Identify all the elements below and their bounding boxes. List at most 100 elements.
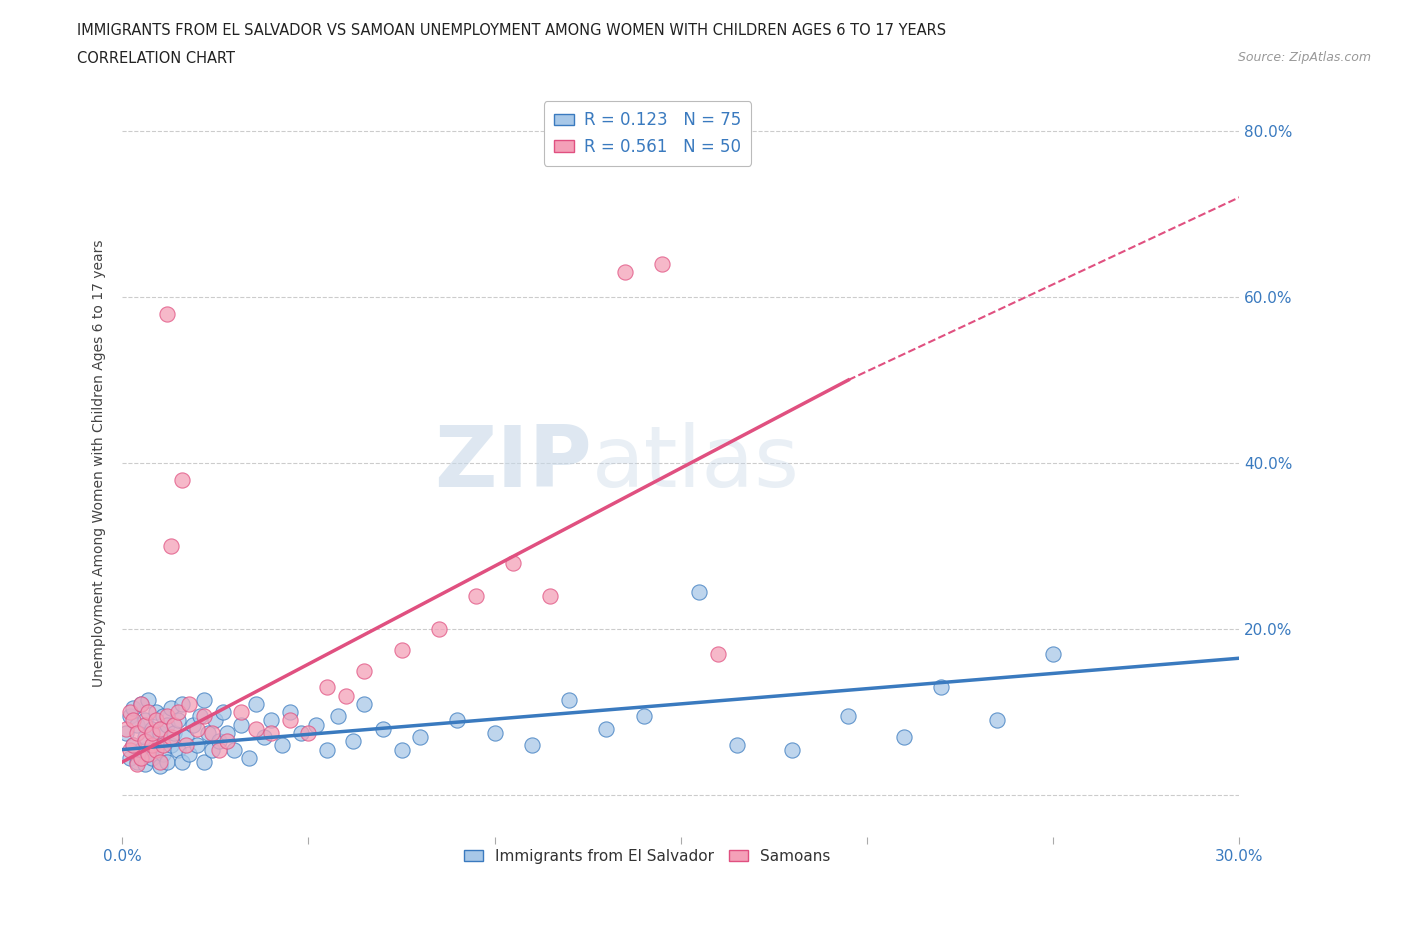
Point	[118, 742, 141, 757]
Point	[174, 730, 197, 745]
Point	[278, 713, 301, 728]
Point	[152, 746, 174, 761]
Legend: Immigrants from El Salvador, Samoans: Immigrants from El Salvador, Samoans	[458, 843, 837, 870]
Point	[129, 751, 152, 765]
Point	[152, 738, 174, 753]
Point	[633, 709, 655, 724]
Point	[707, 646, 730, 661]
Point	[186, 722, 208, 737]
Point	[156, 306, 179, 321]
Point	[316, 680, 339, 695]
Point	[215, 734, 238, 749]
Point	[118, 705, 141, 720]
Text: IMMIGRANTS FROM EL SALVADOR VS SAMOAN UNEMPLOYMENT AMONG WOMEN WITH CHILDREN AGE: IMMIGRANTS FROM EL SALVADOR VS SAMOAN UN…	[77, 23, 946, 38]
Text: ZIP: ZIP	[433, 421, 592, 505]
Point	[651, 257, 673, 272]
Point	[138, 692, 160, 707]
Point	[484, 725, 506, 740]
Point	[335, 688, 357, 703]
Point	[127, 756, 149, 771]
Point	[197, 725, 219, 740]
Point	[245, 722, 267, 737]
Point	[156, 709, 179, 724]
Text: CORRELATION CHART: CORRELATION CHART	[77, 51, 235, 66]
Point	[163, 717, 186, 732]
Point	[201, 725, 224, 740]
Point	[122, 700, 145, 715]
Point	[1042, 646, 1064, 661]
Point	[353, 663, 375, 678]
Point	[215, 725, 238, 740]
Point	[145, 713, 167, 728]
Point	[138, 746, 160, 761]
Point	[391, 643, 413, 658]
Point	[558, 692, 581, 707]
Point	[181, 717, 204, 732]
Point	[297, 725, 319, 740]
Point	[837, 709, 859, 724]
Point	[129, 742, 152, 757]
Point	[127, 725, 149, 740]
Point	[342, 734, 364, 749]
Point	[290, 725, 312, 740]
Point	[159, 738, 181, 753]
Point	[595, 722, 617, 737]
Point	[148, 754, 170, 769]
Point	[167, 742, 190, 757]
Point	[190, 709, 212, 724]
Text: Source: ZipAtlas.com: Source: ZipAtlas.com	[1237, 51, 1371, 64]
Point	[141, 722, 163, 737]
Point	[127, 754, 149, 769]
Point	[520, 738, 543, 753]
Point	[138, 705, 160, 720]
Point	[134, 717, 156, 732]
Point	[353, 697, 375, 711]
Point	[141, 738, 163, 753]
Point	[305, 717, 328, 732]
Point	[231, 705, 253, 720]
Point	[156, 717, 179, 732]
Point	[278, 705, 301, 720]
Point	[465, 589, 488, 604]
Point	[193, 709, 215, 724]
Point	[986, 713, 1008, 728]
Point	[122, 738, 145, 753]
Text: atlas: atlas	[592, 421, 800, 505]
Point	[688, 584, 710, 599]
Point	[540, 589, 562, 604]
Point	[115, 722, 138, 737]
Point	[148, 722, 170, 737]
Point	[782, 742, 804, 757]
Point	[167, 713, 190, 728]
Point	[391, 742, 413, 757]
Point	[371, 722, 394, 737]
Point	[613, 265, 636, 280]
Point	[193, 754, 215, 769]
Point	[118, 709, 141, 724]
Point	[208, 734, 231, 749]
Point	[193, 692, 215, 707]
Point	[174, 738, 197, 753]
Point	[208, 742, 231, 757]
Point	[931, 680, 953, 695]
Point	[134, 756, 156, 771]
Point	[152, 709, 174, 724]
Point	[122, 713, 145, 728]
Point	[134, 734, 156, 749]
Point	[231, 717, 253, 732]
Point	[167, 705, 190, 720]
Point	[156, 754, 179, 769]
Point	[271, 738, 294, 753]
Point	[141, 751, 163, 765]
Point	[238, 751, 260, 765]
Point	[502, 555, 524, 570]
Point	[127, 717, 149, 732]
Point	[427, 622, 450, 637]
Point	[134, 713, 156, 728]
Point	[148, 725, 170, 740]
Point	[893, 730, 915, 745]
Point	[129, 697, 152, 711]
Point	[145, 742, 167, 757]
Point	[179, 746, 201, 761]
Point	[253, 730, 276, 745]
